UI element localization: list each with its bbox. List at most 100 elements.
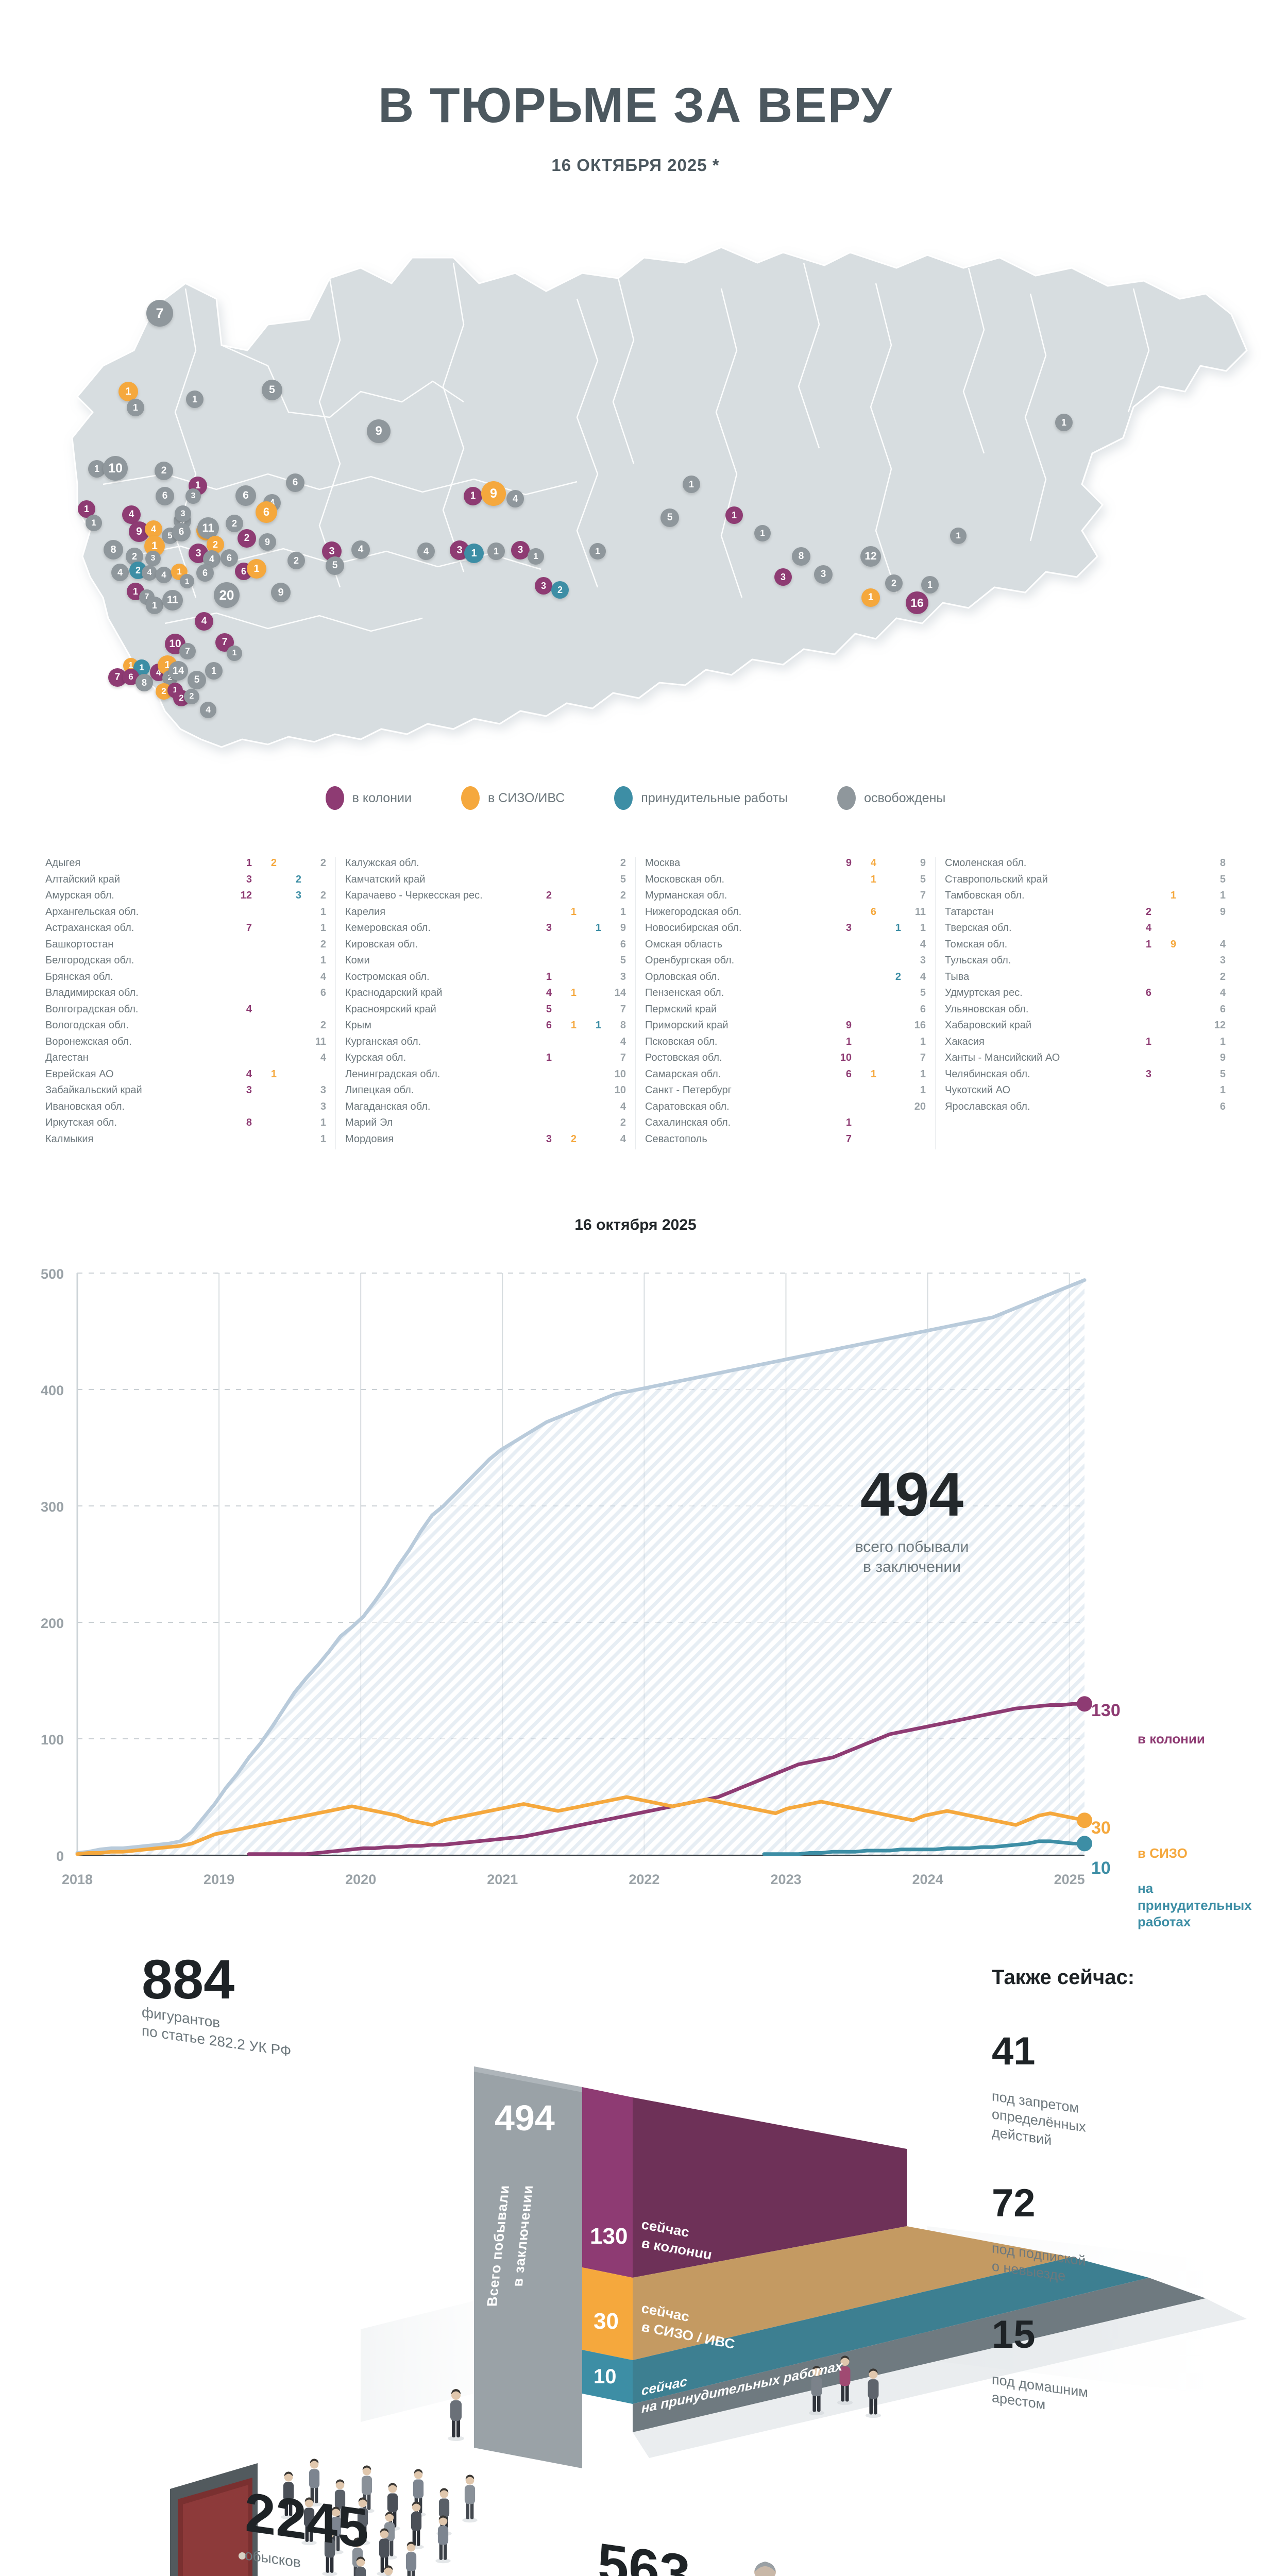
person-figure — [322, 2528, 337, 2576]
line-series-2 — [75, 1795, 1087, 1856]
legend-dot-icon — [837, 786, 856, 810]
also-now-caption: под запретом определённых действий — [992, 2088, 1086, 2148]
table-row: Сахалинская обл. 1 — [645, 1117, 926, 1133]
map-pin: 14 — [168, 661, 188, 681]
region-count-released: 2 — [1219, 971, 1226, 982]
series-endpoint — [1077, 1812, 1092, 1828]
region-count-released: 12 — [1214, 1020, 1226, 1031]
legend-dot-icon — [614, 786, 633, 810]
map-pin: 3 — [511, 541, 530, 560]
region-name: Санкт - Петербург — [645, 1084, 732, 1096]
region-name: Самарская обл. — [645, 1068, 721, 1080]
map-pin: 6 — [235, 485, 256, 506]
map-pin: 3 — [814, 565, 833, 584]
region-count-released: 2 — [620, 890, 626, 901]
region-count-colony: 3 — [546, 922, 552, 934]
map-pin: 1 — [247, 559, 266, 579]
line-series-1 — [247, 1702, 1087, 1856]
map-pin: 4 — [145, 520, 162, 538]
region-name: Саратовская обл. — [645, 1100, 730, 1112]
also-now-caption: под подпиской о невыезде — [992, 2240, 1086, 2284]
region-count-released: 16 — [914, 1020, 926, 1031]
region-count-labor: 3 — [295, 890, 301, 901]
also-now-item: 15 под домашним арестом — [992, 2313, 1088, 2413]
region-count-released: 14 — [614, 987, 626, 998]
region-name: Курганская обл. — [345, 1036, 421, 1047]
region-count-released: 11 — [315, 1036, 326, 1047]
region-count-released: 5 — [920, 873, 926, 885]
region-name: Ростовская обл. — [645, 1052, 722, 1063]
map-pin: 4 — [200, 702, 216, 718]
region-count-released: 4 — [920, 938, 926, 950]
region-count-released: 5 — [620, 873, 626, 885]
table-row: Марий Эл 2 — [345, 1117, 626, 1133]
series-label-labor: на принудительных работах — [1138, 1876, 1266, 1930]
region-count-sizo: 4 — [870, 857, 876, 869]
region-count-released: 5 — [1219, 1068, 1226, 1080]
region-count-labor: 1 — [895, 922, 901, 934]
region-name: Иркутская обл. — [45, 1117, 117, 1128]
table-row: Чукотский АО 1 — [945, 1084, 1226, 1101]
region-count-colony: 2 — [1145, 906, 1151, 918]
region-count-labor: 1 — [595, 922, 601, 934]
table-row: Кировская обл. 6 — [345, 939, 626, 955]
map-pin: 9 — [271, 583, 291, 602]
region-name: Камчатский край — [345, 873, 426, 885]
person-figure — [281, 2471, 296, 2520]
series-value-sizo: 30 — [1091, 1818, 1111, 1838]
region-name: Удмуртская рес. — [945, 987, 1023, 998]
table-row: Костромская обл. 1 3 — [345, 971, 626, 988]
table-row: Владимирская обл. 6 — [45, 987, 326, 1004]
table-row: Тульская обл. 3 — [945, 955, 1226, 971]
table-row: Ростовская обл. 10 7 — [645, 1052, 926, 1069]
map-pin: 3 — [175, 505, 191, 522]
region-count-released: 6 — [620, 938, 626, 950]
region-count-colony: 2 — [546, 890, 552, 901]
person-figure — [865, 2368, 882, 2418]
stat-defendants: 884 фигурантов по статье 282.2 УК РФ — [142, 1952, 291, 2060]
series-value-colony: 130 — [1091, 1701, 1121, 1720]
region-count-released: 1 — [920, 1036, 926, 1047]
map-pin: 3 — [185, 488, 201, 504]
map-pin: 6 — [256, 501, 277, 523]
callout-caption-line1: всего побывали — [855, 1538, 969, 1555]
table-row: Ставропольский край 5 — [945, 874, 1226, 890]
region-count-sizo: 1 — [870, 1068, 876, 1080]
region-name: Астраханская обл. — [45, 922, 134, 934]
person-figure — [405, 2541, 417, 2576]
map-pin: 1 — [205, 662, 223, 680]
region-name: Костромская обл. — [345, 971, 430, 982]
map-pin: 4 — [156, 567, 172, 583]
region-count-colony: 3 — [246, 873, 252, 885]
table-row: Ивановская обл. 3 — [45, 1101, 326, 1117]
region-name: Ленинградская обл. — [345, 1068, 440, 1080]
legend-item: в колонии — [325, 786, 412, 810]
table-row: Крым 6 1 1 8 — [345, 1020, 626, 1036]
region-count-colony: 6 — [845, 1068, 852, 1080]
table-row: Волгоградская обл. 4 — [45, 1004, 326, 1020]
region-name: Амурская обл. — [45, 890, 114, 901]
series-tag-sizo: 30 — [1091, 1819, 1111, 1837]
map-pin: 4 — [417, 543, 435, 560]
also-now-title: Также сейчас: — [992, 1966, 1135, 1989]
region-count-released: 9 — [620, 922, 626, 934]
russia-map: 7111591102163646114939456611229612346823… — [0, 196, 1271, 778]
region-count-released: 2 — [620, 857, 626, 869]
legend-label: в СИЗО/ИВС — [487, 790, 565, 805]
person-figure — [837, 2355, 853, 2405]
map-pin: 1 — [950, 528, 967, 544]
also-now-value: 15 — [992, 2313, 1036, 2357]
table-row: Амурская обл. 12 3 2 — [45, 890, 326, 906]
region-count-labor: 2 — [895, 971, 901, 982]
region-count-released: 4 — [1219, 987, 1226, 998]
region-count-released: 7 — [920, 1052, 926, 1063]
table-row: Хабаровский край 12 — [945, 1020, 1226, 1036]
table-row: Севастополь 7 — [645, 1133, 926, 1150]
region-name: Ульяновская обл. — [945, 1003, 1029, 1015]
region-name: Пензенская обл. — [645, 987, 724, 998]
regions-column: Москва 9 4 9 Московская обл. 1 5 Мурманская обл… — [635, 857, 935, 1149]
region-count-released: 10 — [614, 1084, 626, 1096]
table-row: Кемеровская обл. 3 1 9 — [345, 922, 626, 939]
map-pin: 6 — [156, 487, 174, 505]
map-pin: 4 — [351, 540, 370, 559]
